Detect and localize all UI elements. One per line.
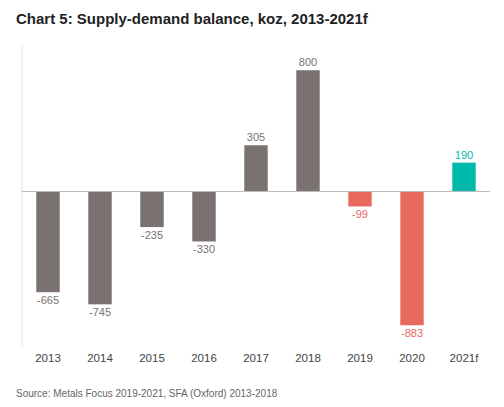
bar <box>140 191 163 227</box>
data-label: -745 <box>89 306 111 318</box>
data-label: -235 <box>141 229 163 241</box>
chart-container: Chart 5: Supply-demand balance, koz, 201… <box>0 0 504 407</box>
x-tick-label: 2015 <box>139 352 165 364</box>
x-tick-label: 2017 <box>243 352 269 364</box>
data-label: -330 <box>193 243 215 255</box>
x-tick-label: 2019 <box>347 352 373 364</box>
x-tick-label: 2016 <box>191 352 217 364</box>
bar <box>36 191 59 292</box>
bar <box>452 163 475 192</box>
data-label: 800 <box>299 56 317 68</box>
data-label: -99 <box>352 208 368 220</box>
chart: Chart 5: Supply-demand balance, koz, 201… <box>0 0 504 407</box>
bar <box>400 191 423 325</box>
data-label: 190 <box>455 149 473 161</box>
bar <box>192 191 215 241</box>
x-tick-label: 2020 <box>399 352 425 364</box>
title: Chart 5: Supply-demand balance, koz, 201… <box>16 10 369 27</box>
bar <box>244 145 267 191</box>
x-tick-label: 2014 <box>87 352 113 364</box>
data-label: 305 <box>247 131 265 143</box>
x-tick-label: 2013 <box>35 352 61 364</box>
x-tick-label: 2018 <box>295 352 321 364</box>
bar <box>348 191 371 206</box>
y-range-line <box>22 46 23 346</box>
bars <box>36 70 475 325</box>
bar <box>296 70 319 191</box>
data-label: -665 <box>37 294 59 306</box>
bar <box>88 191 111 304</box>
zero-line <box>22 191 490 192</box>
data-label: -883 <box>401 327 423 339</box>
source-note: Source: Metals Focus 2019-2021, SFA (Oxf… <box>16 388 278 399</box>
x-tick-label: 2021f <box>450 352 480 364</box>
